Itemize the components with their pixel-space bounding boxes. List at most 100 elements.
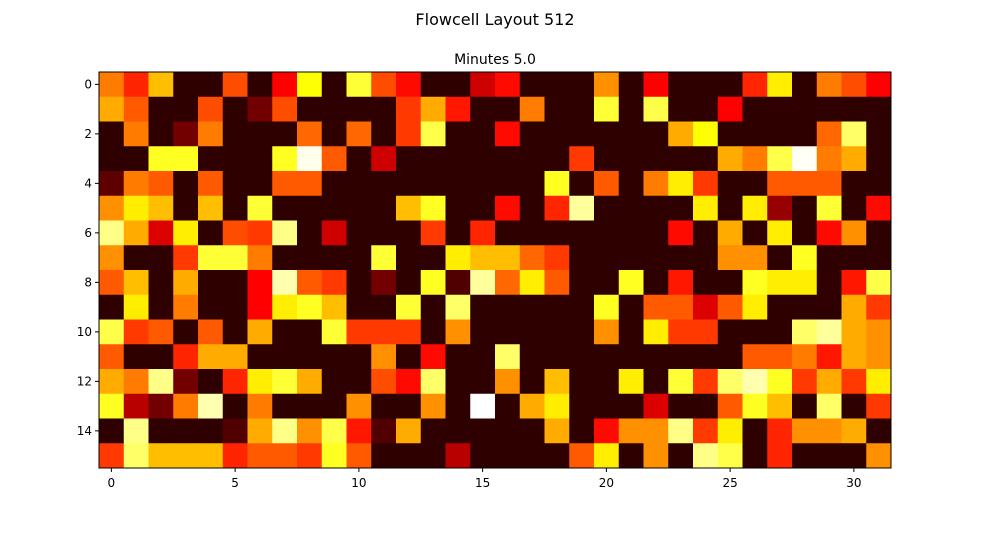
x-axis-ticks: 0 5 10 15 20 25 30 xyxy=(108,468,862,490)
heatmap-cell xyxy=(816,443,842,469)
heatmap-cell xyxy=(693,171,719,197)
heatmap-cell xyxy=(99,146,125,172)
heatmap-cell xyxy=(198,418,224,444)
heatmap-cell xyxy=(495,294,521,320)
heatmap-cell xyxy=(643,294,669,320)
heatmap-cell xyxy=(792,270,818,296)
heatmap-cell xyxy=(396,245,422,271)
heatmap-cell xyxy=(668,344,694,370)
heatmap-cell xyxy=(717,171,743,197)
heatmap-cell xyxy=(346,443,372,469)
heatmap-cell xyxy=(693,418,719,444)
heatmap-cell xyxy=(198,270,224,296)
heatmap-cell xyxy=(297,294,323,320)
heatmap-cell xyxy=(668,220,694,246)
heatmap-cell xyxy=(668,319,694,345)
heatmap-cell xyxy=(396,344,422,370)
heatmap-cell xyxy=(668,245,694,271)
heatmap-cell xyxy=(396,220,422,246)
heatmap-cell xyxy=(717,270,743,296)
heatmap-cell xyxy=(643,418,669,444)
heatmap-cell xyxy=(495,393,521,419)
heatmap-cell xyxy=(841,443,867,469)
heatmap-cell xyxy=(569,294,595,320)
heatmap-cell xyxy=(321,418,347,444)
heatmap-cell xyxy=(247,270,273,296)
heatmap-cell xyxy=(297,96,323,122)
x-tick-label: 15 xyxy=(475,476,490,490)
heatmap-cell xyxy=(841,121,867,147)
heatmap-cell xyxy=(618,418,644,444)
heatmap-cell xyxy=(594,418,620,444)
heatmap-cell xyxy=(866,319,892,345)
heatmap-cell xyxy=(668,393,694,419)
heatmap-cell xyxy=(618,72,644,98)
heatmap-cell xyxy=(519,121,545,147)
heatmap-cell xyxy=(693,72,719,98)
y-tick-label: 2 xyxy=(84,127,92,141)
heatmap-cell xyxy=(544,245,570,271)
heatmap-cell xyxy=(198,121,224,147)
heatmap-cell xyxy=(544,319,570,345)
heatmap-cell xyxy=(247,72,273,98)
heatmap-cell xyxy=(173,344,199,370)
heatmap-cell xyxy=(470,319,496,345)
heatmap-cell xyxy=(643,344,669,370)
x-tick-label: 0 xyxy=(108,476,116,490)
heatmap-cell xyxy=(297,245,323,271)
heatmap-cell xyxy=(371,245,397,271)
heatmap-cell xyxy=(148,245,174,271)
heatmap-cell xyxy=(445,369,471,395)
heatmap-cell xyxy=(717,72,743,98)
heatmap-cell xyxy=(717,245,743,271)
heatmap-cell xyxy=(396,96,422,122)
heatmap-cell xyxy=(742,369,768,395)
x-tick-label: 25 xyxy=(722,476,737,490)
heatmap-cell xyxy=(569,121,595,147)
heatmap-cell xyxy=(470,344,496,370)
heatmap-cell xyxy=(272,270,298,296)
heatmap-cell xyxy=(841,344,867,370)
heatmap-cell xyxy=(544,220,570,246)
heatmap-cell xyxy=(495,270,521,296)
heatmap-cell xyxy=(222,319,248,345)
heatmap-cell xyxy=(420,443,446,469)
heatmap-cell xyxy=(742,443,768,469)
heatmap-cell xyxy=(247,245,273,271)
heatmap-cell xyxy=(173,195,199,221)
heatmap-cell xyxy=(519,96,545,122)
heatmap-cell xyxy=(866,195,892,221)
heatmap-cell xyxy=(767,270,793,296)
heatmap-cell xyxy=(495,96,521,122)
heatmap-cell xyxy=(544,418,570,444)
heatmap-cell xyxy=(321,443,347,469)
heatmap-cell xyxy=(519,220,545,246)
heatmap-cell xyxy=(495,344,521,370)
figure-title: Flowcell Layout 512 xyxy=(415,10,574,29)
heatmap-cell xyxy=(272,121,298,147)
heatmap-cell xyxy=(346,220,372,246)
heatmap-cell xyxy=(321,245,347,271)
heatmap-cell xyxy=(99,72,125,98)
heatmap-cell xyxy=(668,443,694,469)
heatmap-cell xyxy=(767,96,793,122)
heatmap-cell xyxy=(123,220,149,246)
heatmap-cell xyxy=(618,96,644,122)
heatmap-cell xyxy=(569,418,595,444)
heatmap-cell xyxy=(668,72,694,98)
heatmap-cell xyxy=(99,443,125,469)
heatmap-cell xyxy=(371,294,397,320)
heatmap-cell xyxy=(198,393,224,419)
heatmap-cell xyxy=(470,121,496,147)
heatmap-cell xyxy=(272,393,298,419)
heatmap-cell xyxy=(346,171,372,197)
heatmap-cell xyxy=(173,121,199,147)
heatmap-cell xyxy=(841,96,867,122)
heatmap-cell xyxy=(173,319,199,345)
heatmap-cell xyxy=(173,96,199,122)
heatmap-cell xyxy=(420,270,446,296)
heatmap-cell xyxy=(519,245,545,271)
heatmap-cell xyxy=(420,344,446,370)
heatmap-cell xyxy=(717,96,743,122)
